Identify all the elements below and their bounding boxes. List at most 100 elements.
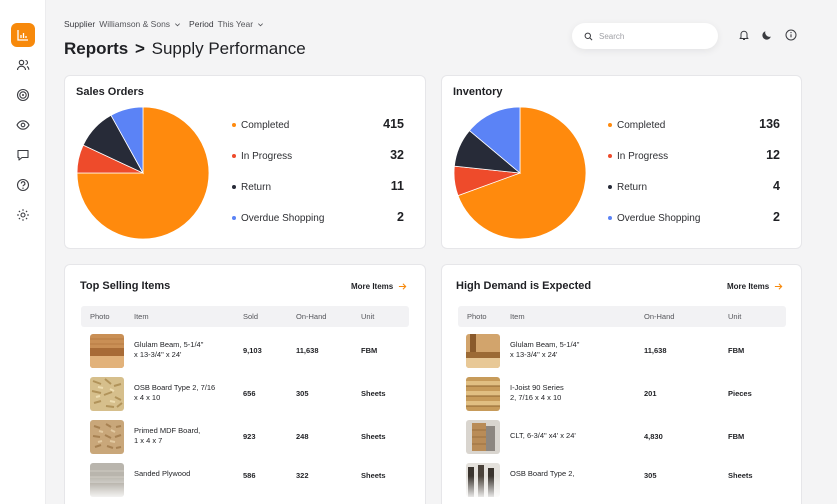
unit-value: FBM xyxy=(728,432,745,441)
supplier-dropdown[interactable]: Williamson & Sons xyxy=(99,19,171,29)
more-items-label: More Items xyxy=(727,282,770,291)
top-selling-card: Top Selling Items More Items Photo Item … xyxy=(64,264,426,504)
arrow-right-icon xyxy=(775,283,783,290)
clt-photo xyxy=(466,420,500,454)
chevron-down-icon[interactable] xyxy=(257,21,264,28)
legend-label: Return xyxy=(241,181,272,193)
breadcrumb-current: Supply Performance xyxy=(151,39,306,58)
legend-dot xyxy=(608,123,612,127)
table-row[interactable]: CLT, 6-3/4" x4' x 24' 4,830 FBM xyxy=(458,416,786,458)
target-icon[interactable] xyxy=(11,83,35,107)
column-header-unit: Unit xyxy=(728,312,742,321)
osb-board-photo xyxy=(90,377,124,411)
search-box[interactable] xyxy=(572,23,718,49)
legend-label: Completed xyxy=(241,119,290,131)
column-header-photo: Photo xyxy=(90,312,110,321)
more-items-link[interactable]: More Items xyxy=(727,282,783,291)
legend-value-in-progress: 12 xyxy=(766,148,780,162)
item-name: Glulam Beam, 5-1/4" x 13-3/4" x 24' xyxy=(510,340,580,359)
legend-value-overdue-shopping: 2 xyxy=(397,210,404,224)
item-name: I-Joist 90 Series 2, 7/16 x 4 x 10 xyxy=(510,383,564,402)
card-title: Inventory xyxy=(453,86,503,98)
column-header-unit: Unit xyxy=(361,312,375,321)
legend-item-return: Return xyxy=(608,179,647,195)
table-header: Photo Item Sold On-Hand Unit xyxy=(81,306,409,327)
legend-label: Completed xyxy=(617,119,666,131)
unit-value: Pieces xyxy=(728,389,752,398)
legend-value-in-progress: 32 xyxy=(390,148,404,162)
users-icon[interactable] xyxy=(11,53,35,77)
search-input[interactable] xyxy=(599,31,709,41)
table-row[interactable]: Glulam Beam, 5-1/4" x 13-3/4" x 24' 11,63… xyxy=(458,331,786,373)
period-dropdown[interactable]: This Year xyxy=(217,19,254,29)
legend-item-completed: Completed xyxy=(232,117,289,133)
card-title: Top Selling Items xyxy=(80,280,171,292)
legend-dot xyxy=(608,185,612,189)
more-items-link[interactable]: More Items xyxy=(351,282,407,291)
unit-value: Sheets xyxy=(361,471,386,480)
table-row[interactable]: OSB Board Type 2, 7/16 x 4 x 10 656 305 S… xyxy=(81,373,409,415)
period-label: Period xyxy=(189,19,214,29)
column-header-item: Item xyxy=(134,312,149,321)
sold-value: 923 xyxy=(243,432,256,441)
filter-bar: Supplier Williamson & Sons Period This Y… xyxy=(64,19,272,29)
legend-item-overdue-shopping: Overdue Shopping xyxy=(232,210,324,226)
item-name: Primed MDF Board, 1 x 4 x 7 xyxy=(134,426,201,445)
column-header-item: Item xyxy=(510,312,525,321)
eye-icon[interactable] xyxy=(11,113,35,137)
chat-icon[interactable] xyxy=(11,143,35,167)
legend-dot xyxy=(232,123,236,127)
legend-value-completed: 415 xyxy=(383,117,404,131)
unit-value: FBM xyxy=(728,346,745,355)
sold-value: 586 xyxy=(243,471,256,480)
legend-label: Return xyxy=(617,181,648,193)
table-row[interactable]: Primed MDF Board, 1 x 4 x 7 923 248 Sheet… xyxy=(81,416,409,458)
page-title: Reports > Supply Performance xyxy=(64,39,306,59)
info-icon[interactable] xyxy=(784,28,798,42)
legend-value-overdue-shopping: 2 xyxy=(773,210,780,224)
unit-value: Sheets xyxy=(728,471,753,480)
on-hand-value: 11,638 xyxy=(296,346,319,355)
sidebar xyxy=(0,0,46,504)
bell-icon[interactable] xyxy=(737,28,751,42)
pie-slice-completed xyxy=(76,106,210,240)
column-header-sold: Sold xyxy=(243,312,259,321)
legend-label: In Progress xyxy=(617,150,669,162)
card-title: Sales Orders xyxy=(76,86,144,98)
table-header: Photo Item On-Hand Unit xyxy=(458,306,786,327)
legend-dot xyxy=(232,154,236,158)
settings-icon[interactable] xyxy=(11,203,35,227)
legend-dot xyxy=(608,216,612,220)
moon-icon[interactable] xyxy=(760,28,774,42)
on-hand-value: 248 xyxy=(296,432,309,441)
chevron-down-icon[interactable] xyxy=(174,21,181,28)
legend-label: In Progress xyxy=(241,150,293,162)
item-name: Sanded Plywood xyxy=(134,469,191,478)
table-row[interactable]: Glulam Beam, 5-1/4" x 13-3/4" x 24' 9,103… xyxy=(81,331,409,373)
sold-value: 656 xyxy=(243,389,256,398)
breadcrumb-reports[interactable]: Reports xyxy=(64,39,129,58)
glulam-beam-photo xyxy=(90,334,124,368)
inventory-pie-chart xyxy=(453,106,587,240)
bar-chart-icon[interactable] xyxy=(11,23,35,47)
table-row[interactable]: I-Joist 90 Series 2, 7/16 x 4 x 10 201 Pi… xyxy=(458,373,786,415)
item-name: Glulam Beam, 5-1/4" x 13-3/4" x 24' xyxy=(134,340,204,359)
legend-item-in-progress: In Progress xyxy=(608,148,668,164)
pie-slice-overdue-shopping xyxy=(468,106,521,174)
item-name: OSB Board Type 2, xyxy=(510,469,575,478)
on-hand-value: 305 xyxy=(296,389,309,398)
breadcrumb-separator: > xyxy=(134,39,145,58)
unit-value: Sheets xyxy=(361,432,386,441)
legend-item-return: Return xyxy=(232,179,271,195)
search-icon xyxy=(584,32,593,40)
sold-value: 9,103 xyxy=(243,346,262,355)
help-icon[interactable] xyxy=(11,173,35,197)
high-demand-card: High Demand is Expected More Items Photo… xyxy=(441,264,802,504)
legend-item-completed: Completed xyxy=(608,117,665,133)
glulam-beam-photo xyxy=(466,334,500,368)
sales-orders-pie-chart xyxy=(76,106,210,240)
legend-dot xyxy=(232,216,236,220)
inventory-card: Inventory Completed 136 In Progress 12 R… xyxy=(441,75,802,249)
card-title: High Demand is Expected xyxy=(456,280,592,292)
legend-value-completed: 136 xyxy=(759,117,780,131)
